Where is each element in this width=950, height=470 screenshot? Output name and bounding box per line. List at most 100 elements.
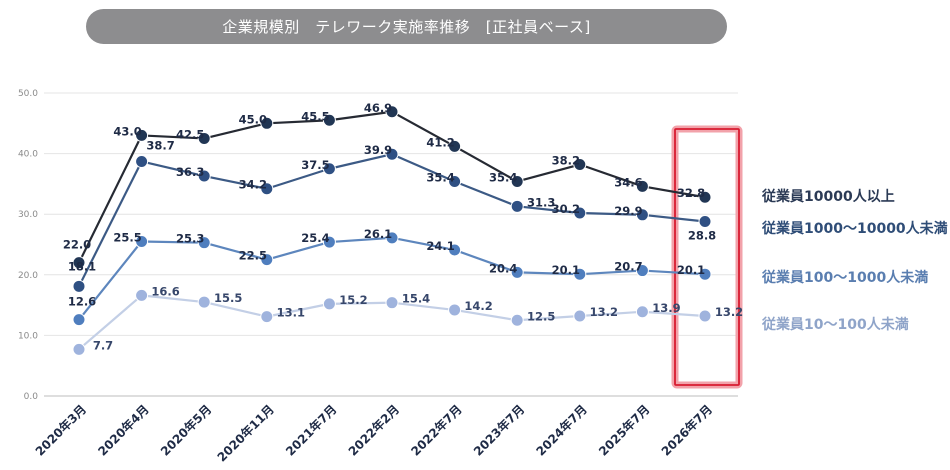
data-point — [197, 295, 211, 309]
data-point — [635, 208, 649, 222]
data-label: 35.4 — [426, 170, 454, 184]
data-point — [72, 256, 86, 270]
data-point — [510, 199, 524, 213]
data-point — [72, 342, 86, 356]
data-point — [260, 310, 274, 324]
data-label: 18.1 — [68, 259, 96, 273]
data-point — [322, 235, 336, 249]
data-point — [322, 113, 336, 127]
data-point — [385, 296, 399, 310]
data-point — [698, 214, 712, 228]
data-label: 28.8 — [688, 228, 716, 242]
data-point — [510, 174, 524, 188]
data-label: 37.5 — [301, 158, 329, 172]
x-tick-label: 2025年7月 — [595, 402, 652, 459]
data-label: 24.1 — [426, 239, 454, 253]
data-label: 36.3 — [176, 165, 204, 179]
x-tick-label: 2020年3月 — [32, 402, 89, 459]
data-point — [448, 303, 462, 317]
data-label: 34.2 — [239, 178, 267, 192]
data-label: 22.5 — [239, 249, 267, 263]
data-label: 38.2 — [552, 154, 580, 168]
data-label: 41.2 — [426, 135, 454, 149]
data-point — [698, 309, 712, 323]
x-tick-label: 2021年7月 — [282, 402, 339, 459]
data-label: 15.4 — [402, 292, 430, 306]
y-tick-label: 40.0 — [18, 150, 38, 160]
data-point — [135, 234, 149, 248]
data-point — [260, 116, 274, 130]
data-label: 15.5 — [214, 291, 242, 305]
data-label: 20.7 — [614, 260, 642, 274]
data-label: 16.6 — [151, 284, 179, 298]
y-tick-label: 10.0 — [18, 331, 38, 341]
data-label: 20.1 — [677, 263, 705, 277]
data-label: 32.8 — [677, 186, 705, 200]
x-tick-label: 2020年11月 — [214, 402, 277, 465]
x-tick-label: 2023年7月 — [470, 402, 527, 459]
data-label: 20.4 — [489, 261, 517, 275]
data-label: 39.9 — [364, 143, 392, 157]
data-point — [385, 231, 399, 245]
chart-title: 企業規模別 テレワーク実施率推移 [正社員ベース] — [86, 9, 727, 44]
data-point — [197, 169, 211, 183]
data-point — [197, 131, 211, 145]
data-label: 12.5 — [527, 309, 555, 323]
x-tick-label: 2022年7月 — [408, 402, 465, 459]
data-label: 13.1 — [277, 306, 305, 320]
data-label: 12.6 — [68, 295, 96, 309]
data-label: 25.4 — [301, 231, 329, 245]
x-tick-label: 2022年2月 — [345, 402, 402, 459]
data-label: 22.0 — [63, 238, 91, 252]
data-label: 45.0 — [239, 112, 267, 126]
data-point — [448, 139, 462, 153]
data-point — [635, 264, 649, 278]
data-point — [72, 279, 86, 293]
data-point — [448, 174, 462, 188]
data-point — [510, 313, 524, 327]
series-line — [78, 153, 706, 287]
y-tick-label: 30.0 — [18, 210, 38, 220]
data-label: 34.6 — [614, 175, 642, 189]
data-label: 7.7 — [93, 338, 113, 352]
data-point — [260, 182, 274, 196]
data-point — [573, 206, 587, 220]
legend-series-100-1000: 従業員100〜1000人未満 — [762, 270, 929, 286]
data-point — [385, 147, 399, 161]
data-point — [135, 288, 149, 302]
data-label: 45.5 — [301, 109, 329, 123]
legend-series-10-100: 従業員10〜100人未満 — [762, 317, 909, 333]
data-point — [573, 309, 587, 323]
highlight-box-glow — [671, 125, 743, 389]
data-point — [322, 297, 336, 311]
x-tick-label: 2026年7月 — [658, 402, 715, 459]
data-point — [573, 267, 587, 281]
data-label: 25.3 — [176, 232, 204, 246]
data-point — [635, 305, 649, 319]
data-label: 46.9 — [364, 101, 392, 115]
data-label: 43.0 — [113, 124, 141, 138]
data-point — [698, 190, 712, 204]
data-point — [135, 128, 149, 142]
data-point — [448, 243, 462, 257]
data-label: 13.9 — [652, 301, 680, 315]
data-point — [698, 267, 712, 281]
data-point — [260, 253, 274, 267]
data-point — [635, 179, 649, 193]
x-tick-label: 2020年5月 — [157, 402, 214, 459]
data-label: 13.2 — [590, 305, 618, 319]
data-point — [573, 158, 587, 172]
data-label: 29.9 — [614, 204, 642, 218]
data-point — [385, 105, 399, 119]
data-label: 42.5 — [176, 127, 204, 141]
x-tick-label: 2020年4月 — [95, 402, 152, 459]
y-tick-label: 0.0 — [24, 392, 39, 402]
highlight-box — [674, 128, 740, 386]
data-point — [72, 313, 86, 327]
legend-series-10000-plus: 従業員10000人以上 — [762, 189, 895, 205]
data-label: 20.1 — [552, 263, 580, 277]
data-label: 26.1 — [364, 227, 392, 241]
data-label: 31.3 — [527, 195, 555, 209]
data-point — [322, 162, 336, 176]
